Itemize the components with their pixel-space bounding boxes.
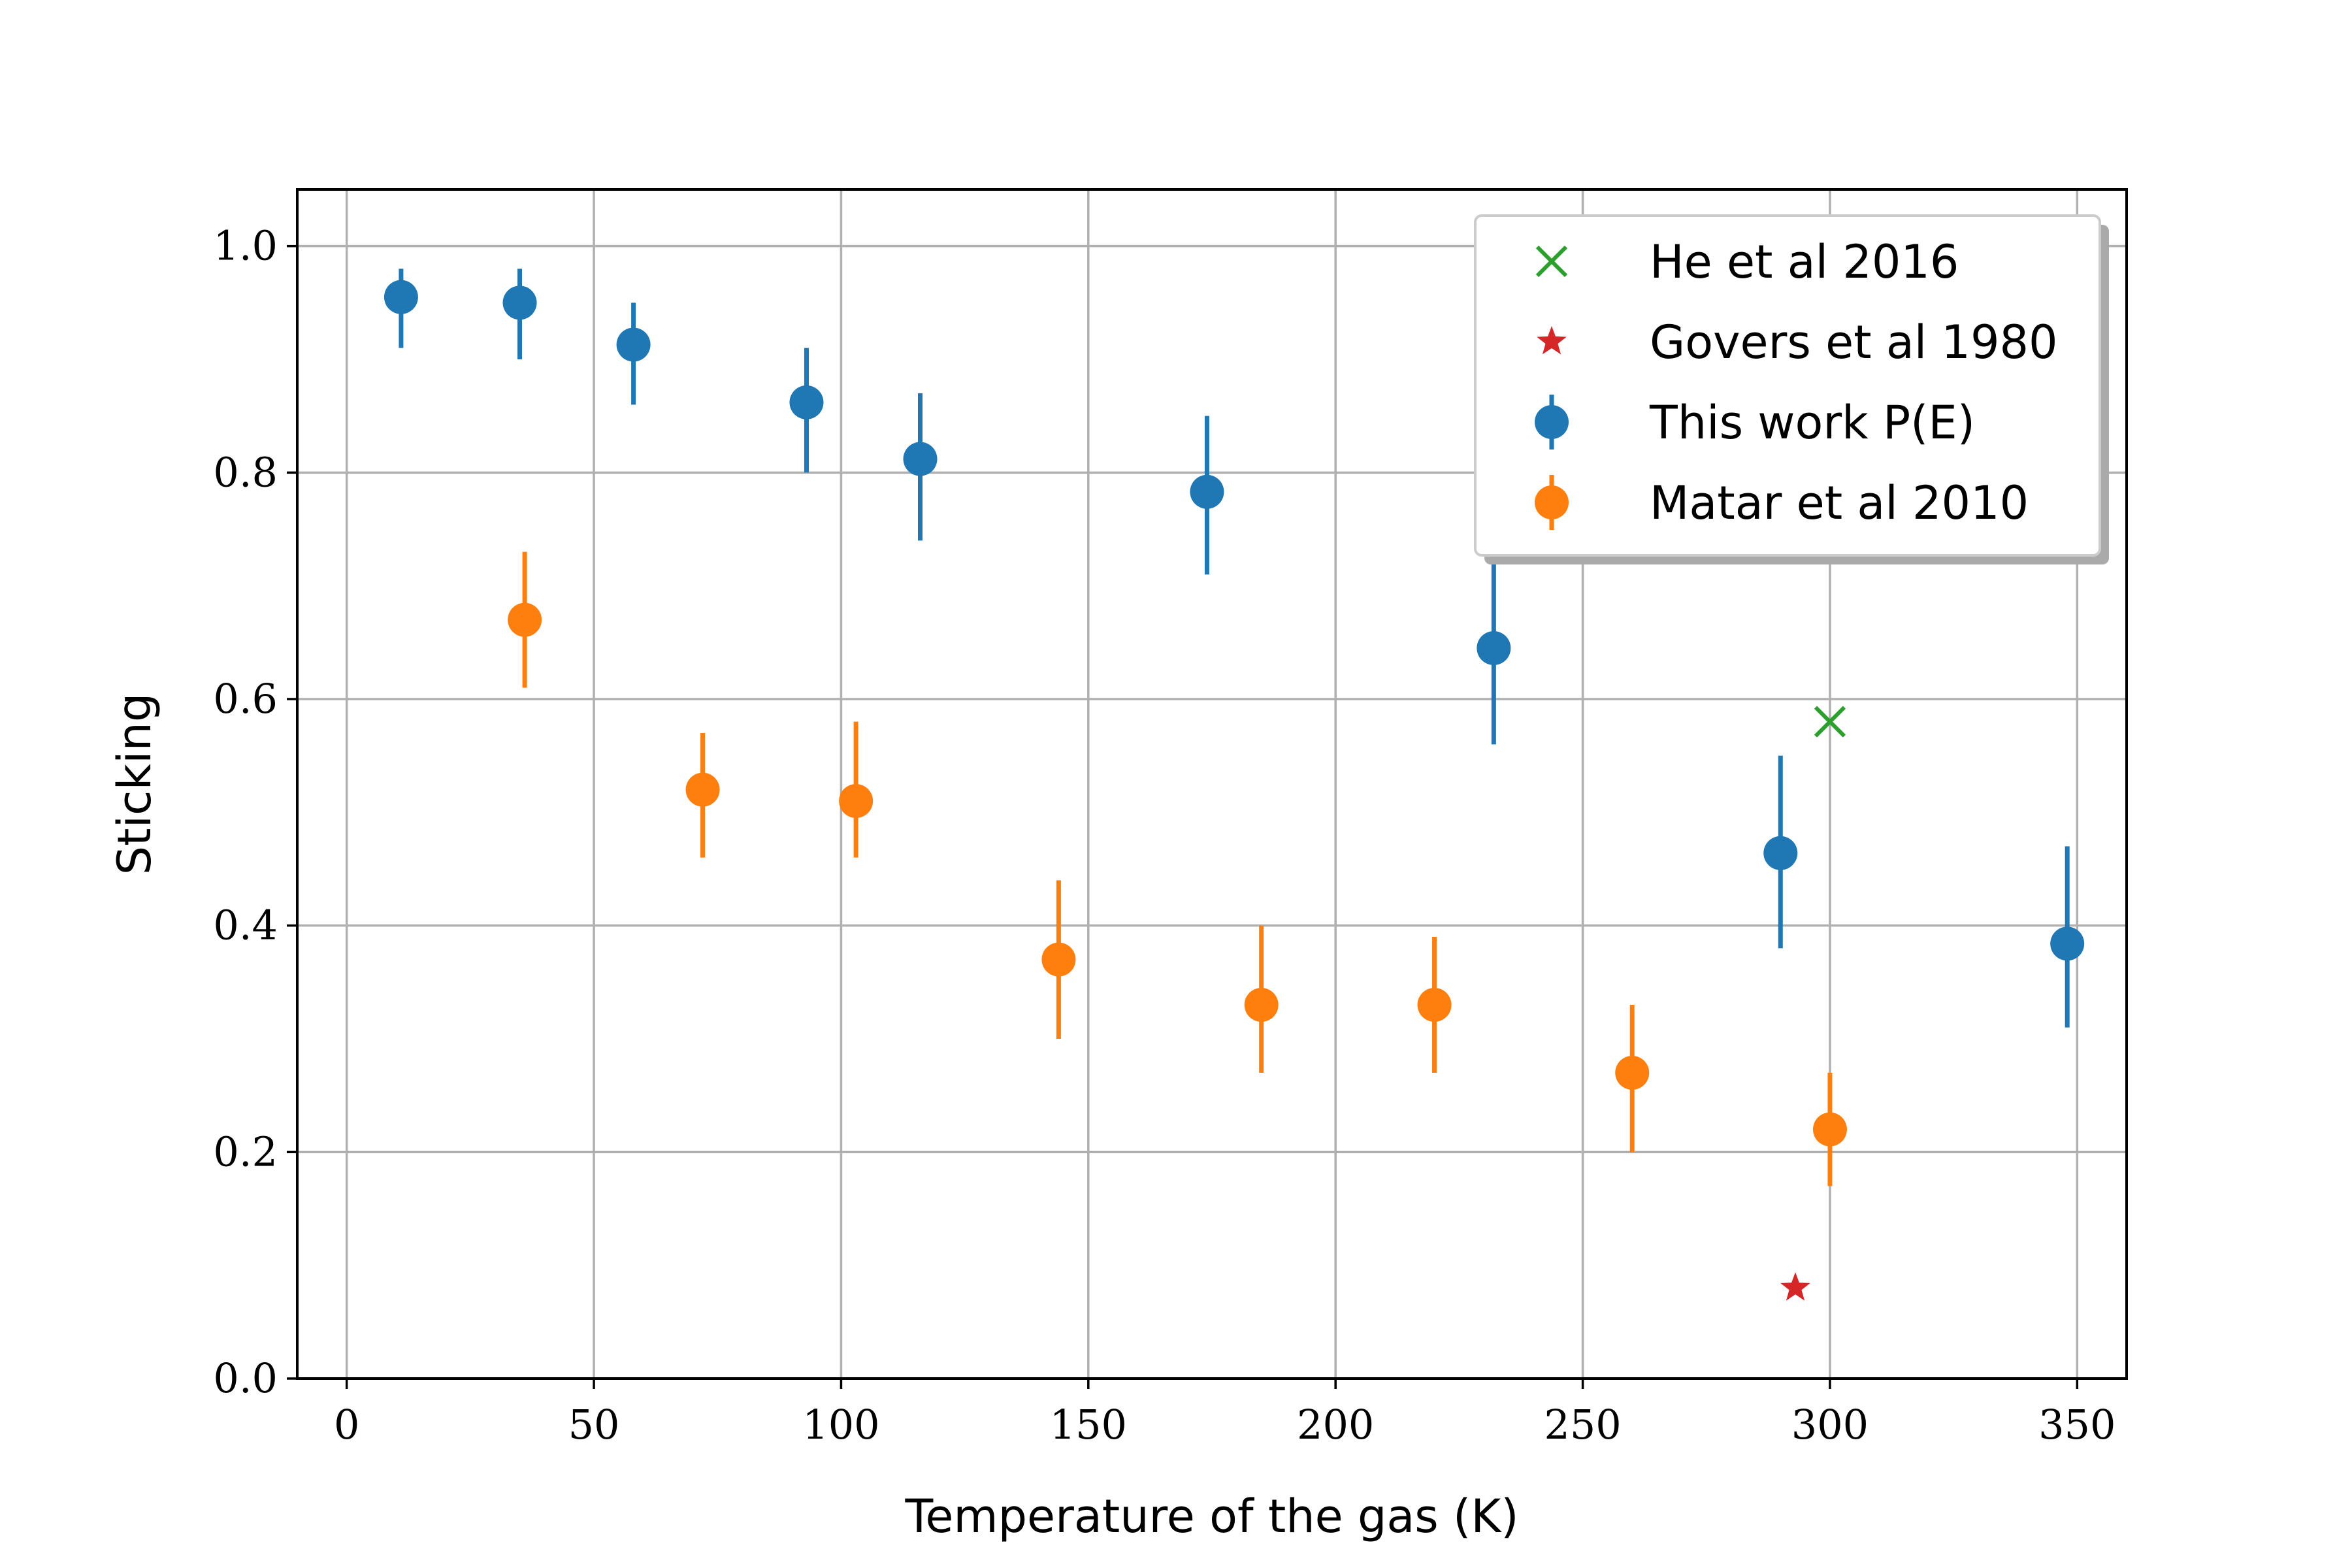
series-this-work-p-e — [384, 269, 2085, 1028]
x-tick-label: 50 — [568, 1401, 620, 1448]
series-govers-et-al-1980 — [1780, 1272, 1810, 1301]
legend-box — [1474, 214, 2101, 557]
x-tick-label: 200 — [1297, 1401, 1374, 1448]
data-point — [1814, 706, 1846, 738]
x-stroke — [1535, 245, 1568, 278]
data-point — [1477, 631, 1511, 665]
y-tick-label: 0.2 — [213, 1128, 278, 1175]
y-tick-label: 0.6 — [213, 675, 278, 723]
series-matar-et-al-2010 — [508, 551, 1847, 1186]
data-point — [384, 280, 418, 314]
legend-marker — [1535, 405, 1569, 439]
plot-frame — [296, 188, 2128, 1380]
x-tick-label: 100 — [802, 1401, 879, 1448]
legend-marker — [1537, 326, 1567, 355]
y-tick-label: 0.8 — [213, 448, 278, 496]
legend-label: Govers et al 1980 — [1650, 316, 2058, 369]
legend-item: He et al 2016 — [1535, 235, 1959, 289]
legend-label: He et al 2016 — [1650, 235, 1959, 289]
x-tick-label: 300 — [1791, 1401, 1869, 1448]
data-point — [789, 385, 824, 419]
y-tick-label: 0.4 — [213, 902, 278, 949]
data-point — [1190, 474, 1224, 509]
y-tick-label: 0.0 — [213, 1354, 278, 1402]
x-tick-label: 250 — [1544, 1401, 1621, 1448]
y-tick-label: 1.0 — [213, 222, 278, 270]
data-point — [903, 442, 938, 476]
data-point — [1763, 836, 1798, 870]
data-point — [1041, 942, 1076, 977]
legend-marker — [1535, 485, 1569, 519]
data-point — [685, 772, 720, 807]
data-point — [508, 602, 542, 637]
x-axis-ticks: 0 50 100 150 200 250 300 350 — [334, 1379, 2115, 1448]
data-point — [1244, 988, 1279, 1022]
y-axis-label: Sticking — [108, 693, 161, 875]
data-point — [1615, 1056, 1650, 1090]
x-tick-label: 150 — [1050, 1401, 1127, 1448]
legend-label: Matar et al 2010 — [1650, 476, 2029, 530]
legend-items: He et al 2016 Govers et al 1980 This work … — [1535, 235, 2058, 530]
y-axis-ticks: 0.0 0.2 0.4 0.6 0.8 1.0 — [213, 222, 297, 1402]
data-point — [1417, 988, 1452, 1022]
data-point — [1812, 1112, 1847, 1147]
legend: He et al 2016 Govers et al 1980 This work … — [1474, 214, 2109, 564]
legend-label: This work P(E) — [1649, 396, 1975, 449]
data-point — [1780, 1272, 1810, 1301]
legend-item: This work P(E) — [1535, 395, 1975, 449]
legend-item: Govers et al 1980 — [1537, 316, 2058, 369]
x-stroke — [1814, 706, 1846, 738]
legend-item: Matar et al 2010 — [1535, 475, 2029, 530]
x-tick-label: 350 — [2038, 1401, 2115, 1448]
data-point — [839, 784, 874, 818]
x-axis-label: Temperature of the gas (K) — [904, 1490, 1518, 1543]
data-point — [2050, 926, 2085, 961]
legend-marker — [1535, 245, 1568, 278]
x-tick-label: 0 — [334, 1401, 359, 1448]
series-layer — [384, 269, 2085, 1301]
series-he-et-al-2016 — [1814, 706, 1846, 738]
data-point — [502, 286, 537, 320]
data-point — [616, 327, 651, 362]
